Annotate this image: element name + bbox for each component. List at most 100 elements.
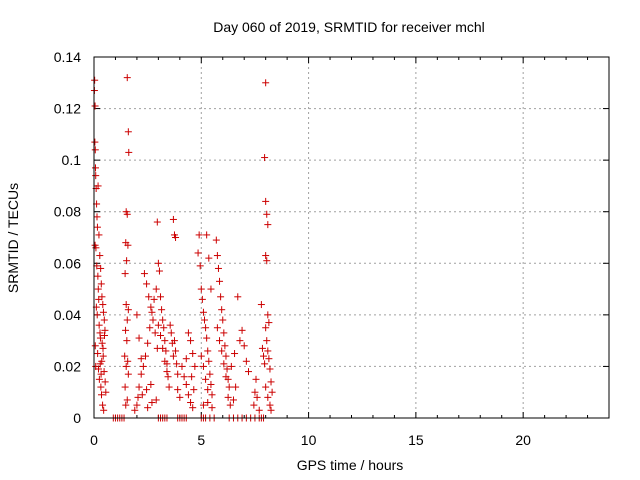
data-point	[152, 285, 160, 293]
data-point	[225, 383, 233, 391]
data-point	[220, 360, 228, 368]
data-point	[147, 303, 155, 311]
data-point	[264, 347, 272, 355]
data-point	[167, 329, 175, 337]
data-point	[150, 295, 158, 303]
data-point	[265, 355, 273, 363]
data-point	[153, 218, 161, 226]
data-point	[97, 264, 105, 272]
data-point	[207, 380, 215, 388]
data-point	[265, 319, 273, 327]
data-point	[95, 375, 103, 383]
y-tick-label: 0.04	[54, 307, 81, 323]
data-point	[123, 257, 131, 265]
data-point	[147, 380, 155, 388]
data-point	[253, 393, 261, 401]
data-point	[124, 357, 132, 365]
data-point	[236, 337, 244, 345]
data-point	[144, 339, 152, 347]
data-point	[257, 301, 265, 309]
data-point	[163, 368, 171, 376]
data-point	[123, 74, 131, 82]
data-point	[221, 342, 229, 350]
data-point	[123, 316, 131, 324]
data-point	[161, 337, 169, 345]
data-point	[203, 231, 211, 239]
data-point	[242, 357, 250, 365]
data-point	[93, 223, 101, 231]
y-axis-label: SRMTID / TECUs	[5, 183, 21, 293]
data-point	[148, 308, 156, 316]
data-point	[197, 285, 205, 293]
data-point	[174, 386, 182, 394]
data-point	[94, 182, 102, 190]
data-point	[124, 370, 132, 378]
data-point	[238, 326, 246, 334]
data-point	[135, 334, 143, 342]
data-point	[184, 391, 192, 399]
data-point	[234, 293, 242, 301]
x-tick-label: 0	[90, 432, 98, 448]
data-point	[224, 393, 232, 401]
x-tick-label: 10	[301, 432, 317, 448]
data-point	[197, 352, 205, 360]
data-point	[217, 293, 225, 301]
data-point	[194, 249, 202, 257]
data-point	[91, 138, 99, 146]
data-point	[102, 388, 110, 396]
data-point	[143, 386, 151, 394]
data-point	[195, 231, 203, 239]
y-tick-label: 0.06	[54, 255, 81, 271]
data-point	[91, 102, 99, 110]
data-point	[188, 373, 196, 381]
data-point	[96, 334, 104, 342]
data-point	[134, 393, 142, 401]
y-axis-ticks: 0 0.02 0.04 0.06 0.08 0.1 0.12 0.14	[54, 49, 609, 426]
data-point	[258, 344, 266, 352]
data-point	[123, 337, 131, 345]
data-point	[199, 362, 207, 370]
data-point	[124, 306, 132, 314]
data-point	[267, 406, 275, 414]
data-point	[154, 321, 162, 329]
data-point	[227, 362, 235, 370]
data-point	[229, 396, 237, 404]
data-point	[97, 383, 105, 391]
data-point	[139, 362, 147, 370]
x-axis-label: GPS time / hours	[297, 457, 404, 473]
data-point	[264, 221, 272, 229]
data-point	[208, 391, 216, 399]
x-tick-label: 20	[515, 432, 531, 448]
data-point	[201, 316, 209, 324]
data-point	[101, 378, 109, 386]
data-point	[170, 337, 178, 345]
data-point	[174, 370, 182, 378]
data-point	[191, 362, 199, 370]
data-point	[148, 399, 156, 407]
data-point	[91, 146, 99, 154]
data-point	[159, 316, 167, 324]
data-point	[149, 316, 157, 324]
data-point	[152, 396, 160, 404]
data-point	[97, 370, 105, 378]
data-point	[166, 321, 174, 329]
data-point	[138, 391, 146, 399]
data-point	[231, 350, 239, 358]
data-point	[155, 267, 163, 275]
data-point	[205, 254, 213, 262]
data-point	[213, 252, 221, 260]
data-point	[169, 215, 177, 223]
data-point	[262, 324, 270, 332]
data-point	[240, 342, 248, 350]
data-point	[208, 404, 216, 412]
data-point	[190, 386, 198, 394]
data-point	[142, 352, 149, 360]
data-point	[223, 365, 231, 373]
data-point	[262, 79, 270, 87]
data-point	[144, 404, 152, 412]
data-point	[94, 285, 102, 293]
data-point	[182, 355, 190, 363]
data-point	[172, 234, 180, 241]
data-point	[264, 393, 272, 401]
